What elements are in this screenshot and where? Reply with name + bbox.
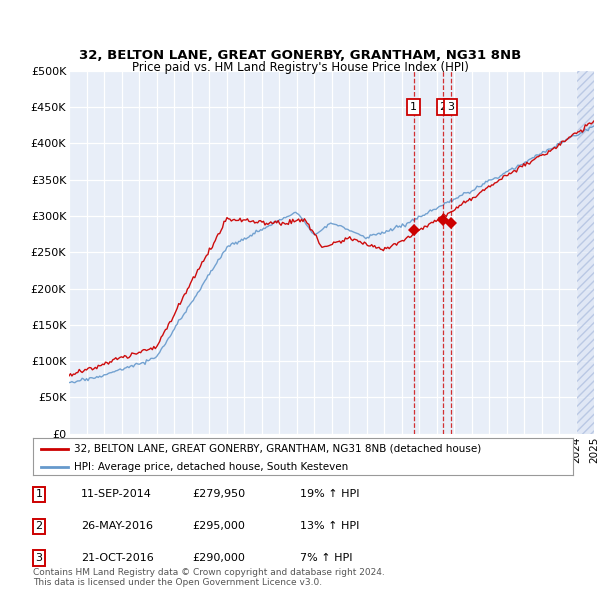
Text: 1: 1 (410, 102, 417, 112)
Text: 11-SEP-2014: 11-SEP-2014 (81, 490, 152, 499)
Text: 2: 2 (440, 102, 447, 112)
Text: 19% ↑ HPI: 19% ↑ HPI (300, 490, 359, 499)
Text: 2: 2 (35, 522, 43, 531)
Text: £295,000: £295,000 (192, 522, 245, 531)
Text: 26-MAY-2016: 26-MAY-2016 (81, 522, 153, 531)
Text: Price paid vs. HM Land Registry's House Price Index (HPI): Price paid vs. HM Land Registry's House … (131, 61, 469, 74)
Text: £290,000: £290,000 (192, 553, 245, 563)
Text: Contains HM Land Registry data © Crown copyright and database right 2024.
This d: Contains HM Land Registry data © Crown c… (33, 568, 385, 587)
Text: 32, BELTON LANE, GREAT GONERBY, GRANTHAM, NG31 8NB: 32, BELTON LANE, GREAT GONERBY, GRANTHAM… (79, 49, 521, 62)
Text: 13% ↑ HPI: 13% ↑ HPI (300, 522, 359, 531)
Text: 3: 3 (35, 553, 43, 563)
Text: 3: 3 (447, 102, 454, 112)
Text: 1: 1 (35, 490, 43, 499)
Text: 21-OCT-2016: 21-OCT-2016 (81, 553, 154, 563)
Text: HPI: Average price, detached house, South Kesteven: HPI: Average price, detached house, Sout… (74, 462, 348, 472)
Text: 7% ↑ HPI: 7% ↑ HPI (300, 553, 353, 563)
Text: 32, BELTON LANE, GREAT GONERBY, GRANTHAM, NG31 8NB (detached house): 32, BELTON LANE, GREAT GONERBY, GRANTHAM… (74, 444, 481, 454)
Text: £279,950: £279,950 (192, 490, 245, 499)
Bar (577, 71, 594, 434)
